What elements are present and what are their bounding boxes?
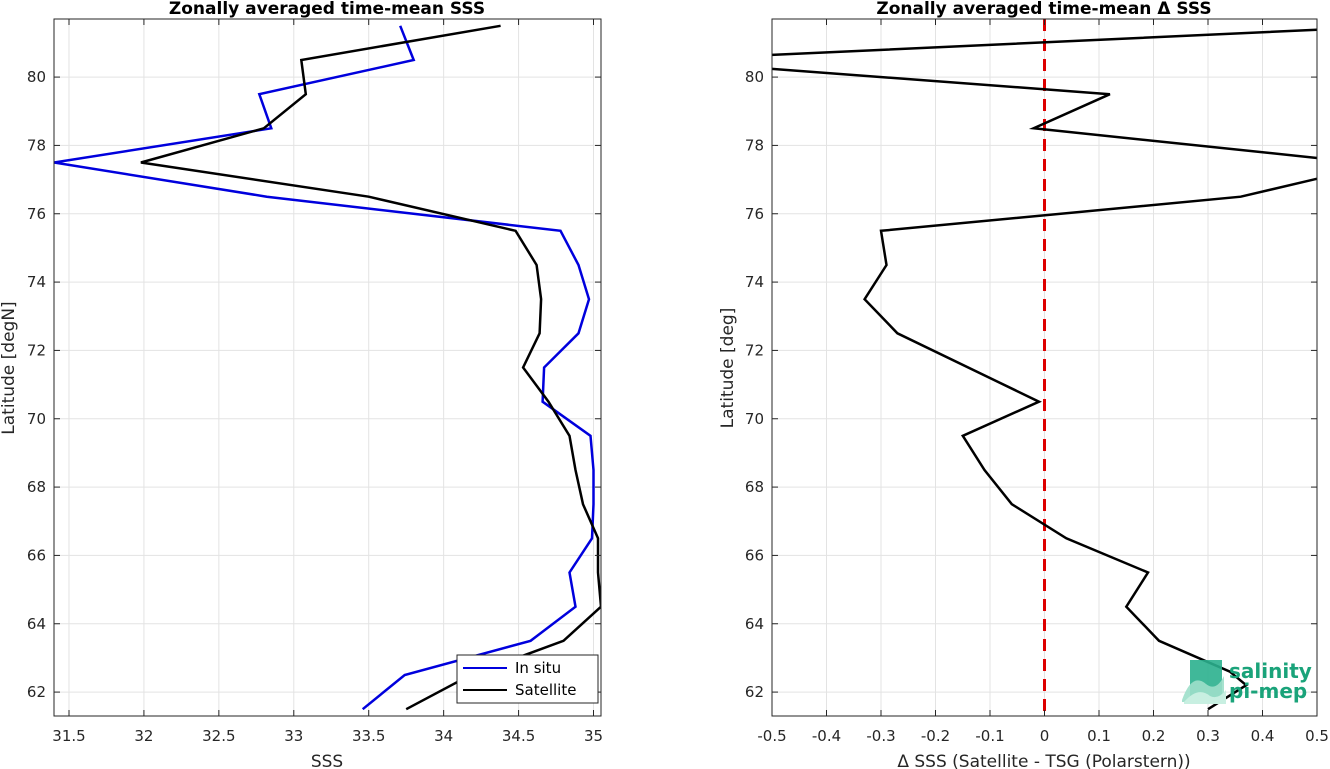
logo-text-salinity: salinity	[1229, 659, 1312, 683]
y-tick-label: 68	[27, 478, 46, 496]
y-tick-label: 80	[27, 68, 46, 86]
y-tick-label: 78	[745, 136, 764, 154]
y-tick-label: 72	[745, 341, 764, 359]
series-line-right-series-0	[772, 28, 1317, 711]
chart-right: -0.5 -0.4 -0.3 -0.2 -0.1 0 0.1 0.2 0.3 0.4 0.5 62 64…	[718, 0, 1329, 769]
chart-title-left: Zonally averaged time-mean SSS	[169, 0, 485, 19]
legend-box	[456, 654, 599, 704]
salinity-pi-mep-logo: salinity pi-mep	[1182, 659, 1312, 704]
chart-title-right: Zonally averaged time-mean Δ SSS	[876, 0, 1211, 19]
series-group-left	[54, 24, 601, 711]
y-axis-label-left: Latitude [degN]	[0, 301, 19, 434]
y-tick-label: 62	[745, 683, 764, 701]
y-tick-label: 70	[27, 410, 46, 428]
x-tick-label: 32	[134, 727, 153, 745]
x-tick-label: 0.1	[1087, 727, 1111, 745]
x-tick-label: 0.2	[1142, 727, 1166, 745]
series-line-left-in-situ	[54, 25, 595, 711]
y-tick-label: 72	[27, 341, 46, 359]
x-tick-label: -0.3	[866, 727, 895, 745]
x-tick-label: 33	[284, 727, 303, 745]
wave-logo-icon	[1182, 660, 1226, 704]
y-tick-label: 76	[745, 205, 764, 223]
chart-left: 31.5 32 32.5 33 33.5 34 34.5 35 62 64 66 68 70 72 74 76…	[0, 0, 603, 769]
ticks-left: 31.5 32 32.5 33 33.5 34 34.5 35 62 64 66 68 70 72 74 76…	[27, 19, 603, 745]
y-tick-label: 76	[27, 205, 46, 223]
x-tick-label: -0.5	[757, 727, 786, 745]
y-tick-label: 64	[27, 615, 46, 633]
x-axis-label-right: Δ SSS (Satellite - TSG (Polarstern))	[897, 752, 1190, 769]
x-tick-label: 34.5	[502, 727, 535, 745]
ticks-right: -0.5 -0.4 -0.3 -0.2 -0.1 0 0.1 0.2 0.3 0.4 0.5 62 64…	[745, 19, 1329, 745]
x-tick-label: 35	[584, 727, 603, 745]
y-axis-label-right: Latitude [deg]	[718, 308, 738, 429]
x-tick-label: -0.1	[975, 727, 1004, 745]
grid-left	[54, 19, 601, 716]
x-tick-label: 0.4	[1251, 727, 1275, 745]
y-tick-label: 66	[27, 546, 46, 564]
x-tick-label: 0	[1040, 727, 1050, 745]
legend-label-in-situ: In situ	[515, 659, 561, 677]
x-axis-label-left: SSS	[311, 752, 343, 769]
legend: In situ Satellite	[456, 654, 599, 704]
axes-box-left	[53, 18, 602, 717]
legend-label-satellite: Satellite	[515, 681, 576, 699]
x-tick-label: 0.5	[1305, 727, 1329, 745]
x-tick-label: -0.2	[921, 727, 950, 745]
x-tick-label: 34	[434, 727, 453, 745]
x-tick-label: 32.5	[202, 727, 235, 745]
x-tick-label: 31.5	[52, 727, 85, 745]
y-tick-label: 70	[745, 410, 764, 428]
y-tick-label: 74	[27, 273, 46, 291]
y-tick-label: 66	[745, 546, 764, 564]
y-tick-label: 80	[745, 68, 764, 86]
logo-text-pi-mep: pi-mep	[1229, 679, 1307, 703]
y-tick-label: 74	[745, 273, 764, 291]
y-tick-label: 64	[745, 615, 764, 633]
x-tick-label: -0.4	[812, 727, 841, 745]
x-tick-label: 33.5	[352, 727, 385, 745]
series-group-right	[772, 19, 1317, 716]
x-tick-label: 0.3	[1196, 727, 1220, 745]
series-line-left-satellite	[140, 24, 601, 711]
y-tick-label: 78	[27, 136, 46, 154]
y-tick-label: 62	[27, 683, 46, 701]
plot-area-left	[54, 19, 601, 716]
y-tick-label: 68	[745, 478, 764, 496]
